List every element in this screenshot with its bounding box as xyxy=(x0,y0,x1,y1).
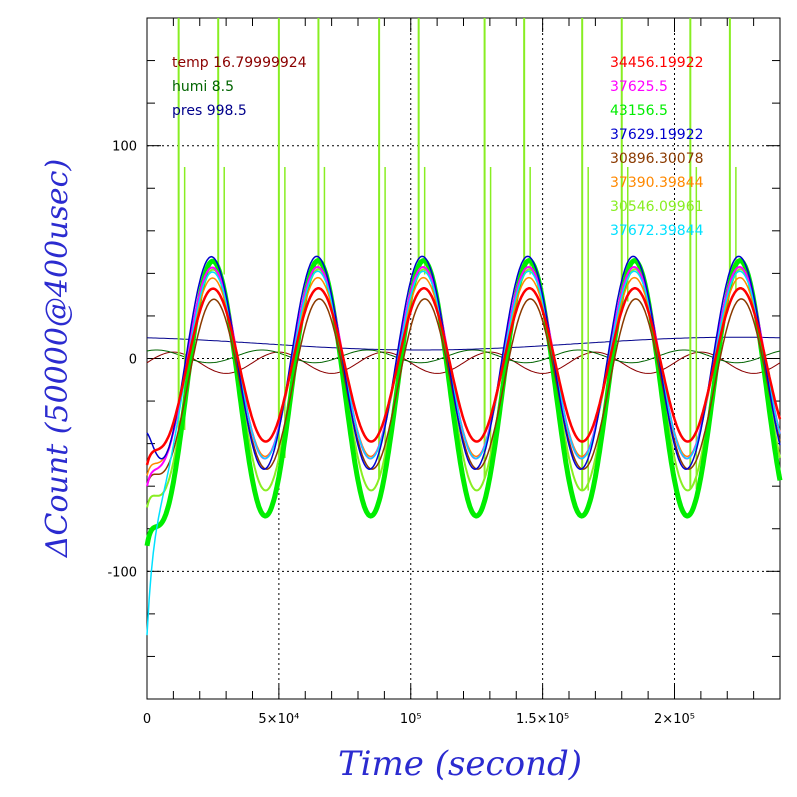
env-legend-entry: humi 8.5 xyxy=(172,79,234,95)
series-line xyxy=(144,258,783,547)
x-tick-label: 10⁵ xyxy=(400,712,422,727)
y-axis-label: ΔCount (50000@400usec) xyxy=(40,159,75,558)
legend: temp 16.79999924 humi 8.5 pres 998.5 34456.… xyxy=(172,55,704,239)
env-series-pres xyxy=(146,336,781,351)
series-legend-entry: 30546.09961 xyxy=(610,199,704,215)
tick-labels: 0 5×10⁴ 10⁵ 1.5×10⁵ 2×10⁵ 100 0 -100 xyxy=(107,140,694,727)
series-line xyxy=(146,268,781,508)
series-line xyxy=(146,298,781,487)
env-series-humi xyxy=(146,349,781,364)
x-tick-label: 1.5×10⁵ xyxy=(516,712,569,727)
series-legend-entry: 37672.39844 xyxy=(610,223,704,239)
y-tick-label: 100 xyxy=(112,140,137,155)
series-legend-entry: 30896.30078 xyxy=(610,151,704,167)
x-tick-label: 5×10⁴ xyxy=(258,712,299,727)
series-legend-entry: 37629.19922 xyxy=(610,127,704,143)
series-legend-entry: 43156.5 xyxy=(610,103,668,119)
series-line xyxy=(146,255,781,470)
x-tick-label: 0 xyxy=(143,712,151,727)
series-group xyxy=(144,18,783,636)
series-line xyxy=(146,270,781,636)
series-legend-entry: 34456.19922 xyxy=(610,55,704,71)
env-series-temp xyxy=(146,351,781,374)
axis-ticks xyxy=(146,17,781,700)
env-legend-entry: temp 16.79999924 xyxy=(172,55,307,71)
series-legend-entry: 37390.39844 xyxy=(610,175,704,191)
env-legend-entry: pres 998.5 xyxy=(172,103,247,119)
y-tick-label: -100 xyxy=(107,565,137,580)
y-tick-label: 0 xyxy=(129,353,137,368)
series-line xyxy=(145,287,782,466)
x-tick-label: 2×10⁵ xyxy=(654,712,695,727)
series-legend-entry: 37625.5 xyxy=(610,79,668,95)
x-axis-label: Time (second) xyxy=(338,744,582,784)
